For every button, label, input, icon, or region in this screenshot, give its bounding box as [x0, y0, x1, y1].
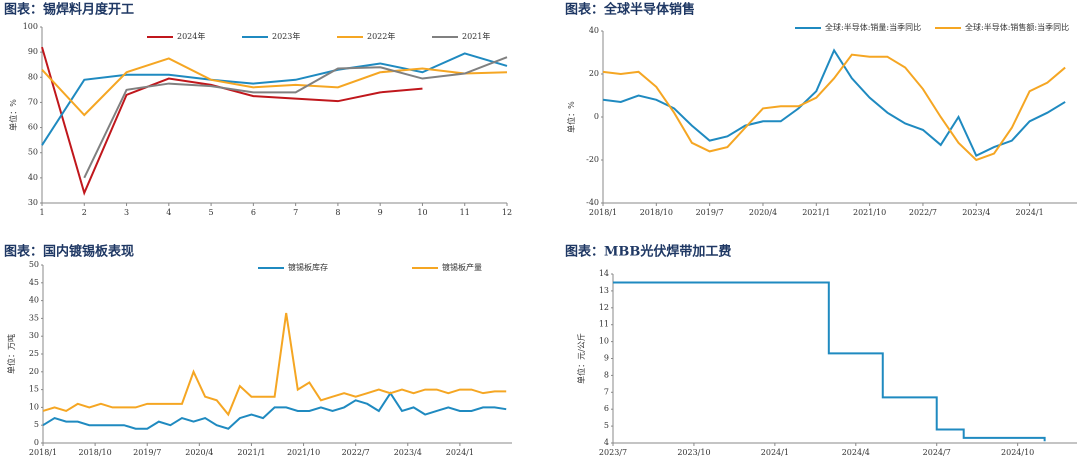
- series-line: [41, 57, 508, 117]
- legend-label: 2023年: [272, 31, 300, 41]
- x-tick-label: 2018/10: [78, 448, 111, 457]
- y-tick-label: 45: [29, 278, 39, 287]
- legend-label: 全球:半导体:销售额:当季同比: [965, 22, 1069, 32]
- chart-title: 图表：国内镀锡板表现: [4, 244, 134, 260]
- series-line: [41, 46, 423, 196]
- x-tick-label: 2022/7: [342, 448, 370, 457]
- y-tick-label: 30: [28, 198, 38, 207]
- y-tick-label: 35: [29, 313, 39, 322]
- x-tick-label: 2: [82, 208, 87, 217]
- x-tick-label: 2024/4: [842, 448, 870, 457]
- y-tick-label: 30: [29, 331, 39, 340]
- y-tick-label: 6: [604, 404, 609, 413]
- x-tick-label: 2023/4: [394, 448, 422, 457]
- y-tick-label: 11: [599, 320, 609, 329]
- y-tick-label: 50: [29, 260, 39, 269]
- y-tick-label: 70: [28, 97, 38, 106]
- x-tick-label: 8: [335, 208, 340, 217]
- x-tick-label: 11: [460, 208, 470, 217]
- series-line: [83, 56, 508, 179]
- legend-label: 镀锡板产量: [442, 262, 482, 272]
- legend-label: 全球:半导体:销量:当季同比: [825, 22, 921, 32]
- series-line: [602, 53, 1066, 162]
- x-tick-label: 2019/7: [133, 448, 161, 457]
- y-tick-label: 5: [34, 420, 39, 429]
- y-tick-label: 25: [29, 349, 39, 358]
- series-line: [613, 281, 1046, 442]
- x-tick-label: 9: [378, 208, 383, 217]
- y-tick-label: 20: [29, 367, 39, 376]
- chart-title: 图表：MBB光伏焊带加工费: [565, 244, 731, 260]
- y-tick-label: 14: [599, 269, 609, 278]
- y-axis-label: 单位：万吨: [6, 334, 16, 374]
- y-tick-label: 10: [29, 402, 39, 411]
- y-tick-label: 80: [28, 72, 38, 81]
- x-tick-label: 2018/1: [589, 208, 617, 217]
- x-tick-label: 2019/7: [696, 208, 724, 217]
- y-tick-label: 40: [589, 26, 599, 35]
- y-tick-label: 40: [29, 296, 39, 305]
- x-tick-label: 2020/4: [185, 448, 213, 457]
- y-tick-label: 13: [599, 286, 609, 295]
- series-line: [42, 312, 507, 417]
- x-tick-label: 2023/4: [962, 208, 990, 217]
- x-tick-label: 4: [166, 208, 171, 217]
- x-tick-label: 5: [209, 208, 214, 217]
- y-tick-label: 15: [29, 385, 39, 394]
- series-line: [42, 391, 507, 430]
- y-tick-label: 0: [594, 112, 599, 121]
- legend-label: 2022年: [367, 31, 395, 41]
- x-tick-label: 10: [417, 208, 427, 217]
- x-tick-label: 2024/1: [761, 448, 789, 457]
- x-tick-label: 2024/7: [923, 448, 951, 457]
- legend-label: 镀锡板库存: [288, 262, 328, 272]
- x-tick-label: 2023/7: [599, 448, 627, 457]
- x-tick-label: 7: [293, 208, 298, 217]
- y-tick-label: -20: [586, 155, 599, 164]
- y-tick-label: 40: [28, 173, 38, 182]
- legend-label: 2024年: [177, 31, 205, 41]
- x-tick-label: 2021/1: [237, 448, 265, 457]
- y-tick-label: 5: [604, 421, 609, 430]
- y-tick-label: 7: [604, 387, 609, 396]
- x-tick-label: 2018/1: [29, 448, 57, 457]
- y-tick-label: 0: [34, 438, 39, 447]
- x-tick-label: 2023/10: [677, 448, 710, 457]
- x-tick-label: 2018/10: [640, 208, 673, 217]
- y-axis-label: 单位：%: [566, 101, 576, 133]
- legend-label: 2021年: [462, 31, 490, 41]
- y-axis-label: 单位：%: [8, 99, 18, 131]
- x-tick-label: 2021/1: [802, 208, 830, 217]
- y-tick-label: 90: [28, 47, 38, 56]
- x-tick-label: 2024/1: [1016, 208, 1044, 217]
- x-tick-label: 2024/1: [446, 448, 474, 457]
- y-axis-label: 单位：元/公斤: [576, 333, 586, 384]
- y-tick-label: 50: [28, 148, 38, 157]
- chart-title: 图表：全球半导体销售: [565, 2, 695, 18]
- y-tick-label: 60: [28, 123, 38, 132]
- y-tick-label: 8: [604, 370, 609, 379]
- y-tick-label: 4: [604, 438, 609, 447]
- y-tick-label: 9: [604, 354, 609, 363]
- y-tick-label: -40: [586, 198, 599, 207]
- x-tick-label: 12: [502, 208, 512, 217]
- x-tick-label: 3: [124, 208, 129, 217]
- y-tick-label: 12: [599, 303, 609, 312]
- x-tick-label: 2020/4: [749, 208, 777, 217]
- y-tick-label: 20: [589, 69, 599, 78]
- chart-title: 图表：锡焊料月度开工: [4, 2, 134, 18]
- x-tick-label: 2024/10: [1001, 448, 1034, 457]
- x-tick-label: 1: [39, 208, 44, 217]
- x-tick-label: 2022/7: [909, 208, 937, 217]
- x-tick-label: 2021/10: [287, 448, 320, 457]
- x-tick-label: 2021/10: [853, 208, 886, 217]
- x-tick-label: 6: [251, 208, 256, 217]
- series-line: [602, 48, 1066, 158]
- y-tick-label: 10: [599, 337, 609, 346]
- y-tick-label: 100: [23, 22, 38, 31]
